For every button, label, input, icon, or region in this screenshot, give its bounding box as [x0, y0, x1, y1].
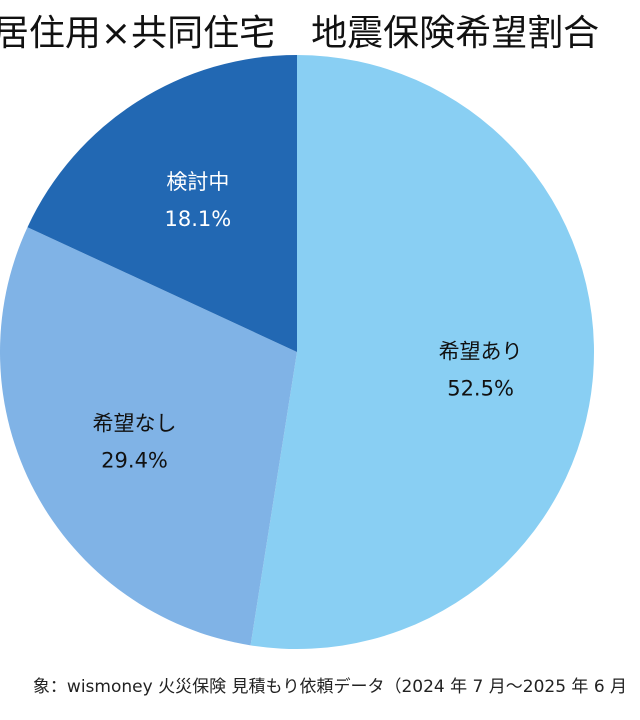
slice-value-2: 29.4%	[101, 449, 168, 473]
chart-title: 居住用×共同住宅 地震保険希望割合	[0, 13, 600, 54]
slice-value-1: 52.5%	[447, 376, 514, 400]
slice-value-3: 18.1%	[164, 207, 231, 231]
slice-label-1: 希望あり	[439, 339, 523, 363]
pie-slice-1	[250, 55, 595, 650]
pie-slice-3	[27, 55, 298, 352]
source-footnote: 象：wismoney 火災保険 見積もり依頼データ（2024 年 7 月〜202…	[32, 677, 628, 697]
slice-label-2: 希望なし	[93, 412, 177, 436]
slice-label-3: 検討中	[166, 170, 229, 194]
pie-slice-2	[0, 227, 297, 646]
